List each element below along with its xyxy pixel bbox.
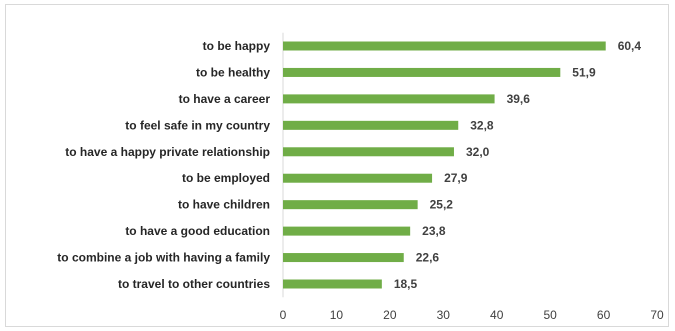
bar bbox=[283, 200, 418, 210]
value-label: 27,9 bbox=[444, 171, 468, 185]
category-label: to have children bbox=[178, 198, 270, 212]
x-tick-label: 20 bbox=[383, 308, 397, 322]
category-label: to have a happy private relationship bbox=[65, 145, 270, 159]
category-labels: to be happy to be healthy to have a career… bbox=[57, 39, 270, 291]
category-label: to be healthy bbox=[196, 65, 270, 79]
x-tick-label: 10 bbox=[330, 308, 344, 322]
x-axis-ticks: 0 10 20 30 40 50 60 70 bbox=[280, 308, 664, 322]
bar bbox=[283, 67, 561, 77]
bar bbox=[283, 173, 433, 183]
value-label: 60,4 bbox=[618, 39, 642, 53]
chart-frame bbox=[5, 4, 669, 327]
value-labels: 60,4 51,9 39,6 32,8 32,0 27,9 25,2 23,8 22,6 18,5 bbox=[394, 39, 642, 291]
x-tick-label: 50 bbox=[543, 308, 557, 322]
x-tick-label: 30 bbox=[437, 308, 451, 322]
category-label: to have a career bbox=[179, 92, 271, 106]
value-label: 51,9 bbox=[572, 65, 596, 79]
x-tick-label: 0 bbox=[280, 308, 287, 322]
x-tick-label: 70 bbox=[650, 308, 664, 322]
value-label: 18,5 bbox=[394, 277, 418, 291]
value-label: 23,8 bbox=[422, 224, 446, 238]
value-label: 39,6 bbox=[507, 92, 531, 106]
bar bbox=[283, 279, 382, 289]
x-tick-label: 40 bbox=[490, 308, 504, 322]
value-label: 32,8 bbox=[470, 118, 494, 132]
category-label: to have a good education bbox=[125, 224, 270, 238]
category-label: to combine a job with having a family bbox=[57, 251, 270, 265]
bar bbox=[283, 147, 454, 157]
category-label: to be employed bbox=[182, 171, 270, 185]
bars bbox=[283, 41, 606, 289]
x-tick-label: 60 bbox=[597, 308, 611, 322]
value-label: 22,6 bbox=[416, 251, 440, 265]
value-label: 32,0 bbox=[466, 145, 490, 159]
category-label: to travel to other countries bbox=[118, 277, 270, 291]
bar bbox=[283, 120, 459, 130]
category-label: to feel safe in my country bbox=[125, 118, 270, 132]
category-label: to be happy bbox=[203, 39, 271, 53]
bar bbox=[283, 41, 606, 51]
bar bbox=[283, 94, 495, 104]
bar bbox=[283, 253, 404, 263]
value-label: 25,2 bbox=[430, 198, 454, 212]
bar bbox=[283, 226, 411, 236]
